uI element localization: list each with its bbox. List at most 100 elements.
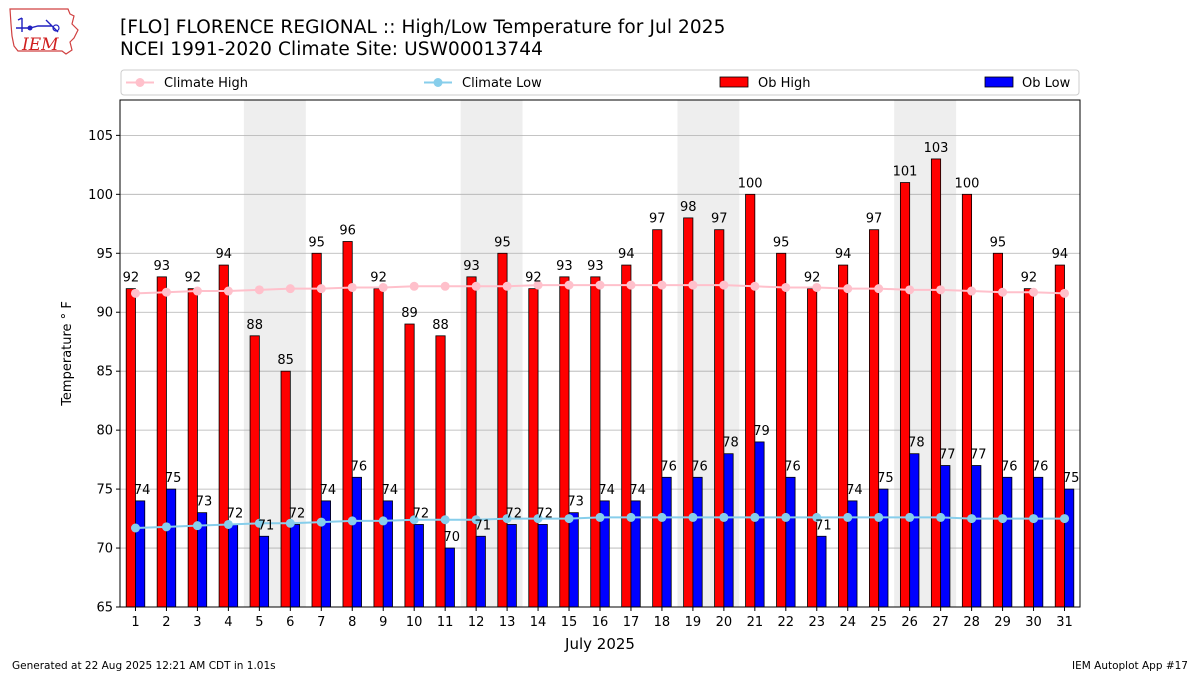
ob-high-bar-26	[899, 182, 911, 608]
ob-high-bar-14	[528, 288, 539, 608]
climate-low-point-6	[285, 518, 295, 528]
ob-low-bar-4	[227, 524, 239, 608]
ob-low-bar-1	[135, 500, 146, 608]
ob-high-label-28: 100	[955, 176, 980, 191]
climate-low-point-9	[378, 516, 388, 526]
x-tick-label-12: 12	[468, 615, 485, 630]
climate-high-point-23	[812, 282, 822, 292]
climate-low-point-29	[998, 514, 1008, 524]
x-tick-label-30: 30	[1025, 615, 1042, 630]
ob-low-bar-18	[661, 476, 672, 608]
climate-high-point-6	[285, 284, 295, 294]
ob-high-bar-16	[590, 276, 601, 608]
ob-low-label-31: 75	[1063, 471, 1080, 486]
climate-low-point-23	[812, 512, 822, 522]
climate-high-point-9	[378, 282, 388, 292]
ob-low-label-28: 77	[970, 448, 987, 463]
ob-low-label-17: 74	[629, 483, 646, 498]
ob-low-bar-25	[878, 488, 889, 608]
climate-high-point-11	[440, 281, 450, 291]
x-tick-label-10: 10	[406, 615, 423, 630]
ob-low-label-23: 71	[815, 518, 832, 533]
ob-high-label-27: 103	[924, 141, 949, 156]
ob-low-label-4: 72	[227, 506, 244, 521]
climate-high-point-24	[843, 284, 853, 294]
ob-low-label-8: 76	[351, 459, 368, 474]
ob-high-label-16: 93	[587, 259, 604, 274]
y-tick-label-100: 100	[88, 188, 113, 203]
ob-high-label-1: 92	[123, 271, 140, 286]
climate-high-point-21	[750, 281, 760, 291]
ob-high-label-13: 95	[494, 235, 511, 250]
x-tick-label-26: 26	[901, 615, 918, 630]
ob-low-bar-10	[413, 524, 424, 608]
legend-ob-high-swatch	[719, 76, 749, 88]
climate-low-point-22	[781, 512, 791, 522]
ob-low-label-24: 74	[846, 483, 863, 498]
climate-high-point-13	[502, 281, 512, 291]
x-tick-label-27: 27	[932, 615, 949, 630]
climate-high-point-22	[781, 282, 791, 292]
ob-high-label-22: 95	[773, 235, 790, 250]
ob-high-label-20: 97	[711, 212, 728, 227]
climate-low-point-25	[874, 512, 884, 522]
ob-high-label-5: 88	[246, 318, 263, 333]
iem-logo: IEM	[9, 8, 79, 55]
climate-high-point-29	[998, 287, 1008, 297]
legend-climate-low-marker	[433, 78, 443, 87]
climate-low-point-7	[316, 517, 326, 527]
climate-low-point-18	[657, 512, 667, 522]
ob-high-bar-11	[435, 335, 446, 608]
climate-low-point-10	[409, 515, 419, 525]
ob-low-bar-31	[1064, 488, 1075, 608]
climate-low-point-31	[1060, 514, 1070, 524]
ob-low-label-6: 72	[289, 506, 306, 521]
x-tick-label-7: 7	[317, 615, 325, 630]
ob-high-bar-10	[404, 323, 415, 608]
legend-climate-high-label: Climate High	[164, 76, 248, 91]
ob-low-bar-5	[258, 535, 270, 608]
ob-high-label-10: 89	[401, 306, 418, 321]
ob-low-label-20: 78	[722, 436, 739, 451]
ob-high-label-6: 85	[277, 353, 294, 368]
ob-high-bar-1	[125, 288, 136, 608]
ob-high-label-23: 92	[804, 271, 821, 286]
ob-high-bar-3	[187, 288, 198, 608]
ob-low-bar-12	[475, 535, 486, 608]
climate-high-point-25	[874, 284, 884, 294]
ob-high-bar-9	[373, 288, 384, 608]
legend-climate-low-label: Climate Low	[462, 76, 542, 91]
climate-high-point-16	[595, 280, 605, 290]
x-tick-label-19: 19	[685, 615, 702, 630]
climate-low-point-16	[595, 512, 605, 522]
climate-low-point-26	[905, 512, 915, 522]
ob-low-bar-15	[568, 512, 579, 608]
ob-high-label-26: 101	[893, 165, 918, 180]
ob-low-label-9: 74	[382, 483, 399, 498]
ob-high-label-29: 95	[990, 235, 1007, 250]
ob-high-bar-13	[497, 252, 508, 608]
climate-low-point-15	[564, 514, 574, 524]
climate-high-point-31	[1060, 288, 1070, 298]
ob-high-bar-21	[745, 193, 756, 608]
climate-high-point-1	[130, 288, 140, 298]
climate-low-point-20	[719, 512, 729, 522]
x-tick-label-5: 5	[255, 615, 263, 630]
x-tick-label-21: 21	[747, 615, 764, 630]
x-tick-label-20: 20	[716, 615, 733, 630]
ob-high-bar-23	[807, 288, 818, 608]
ob-high-label-3: 92	[185, 271, 202, 286]
ob-low-label-11: 70	[444, 530, 461, 545]
climate-high-point-2	[161, 287, 171, 297]
ob-high-label-31: 94	[1052, 247, 1069, 262]
ob-high-bar-19	[683, 217, 694, 608]
legend-box	[120, 69, 1080, 96]
y-tick-label-105: 105	[88, 129, 113, 144]
ob-high-bar-30	[1023, 288, 1034, 608]
ob-low-label-26: 78	[908, 436, 925, 451]
climate-high-point-3	[192, 286, 202, 296]
ob-high-bar-2	[156, 276, 167, 608]
climate-high-point-14	[533, 280, 543, 290]
y-tick-label-90: 90	[96, 306, 113, 321]
